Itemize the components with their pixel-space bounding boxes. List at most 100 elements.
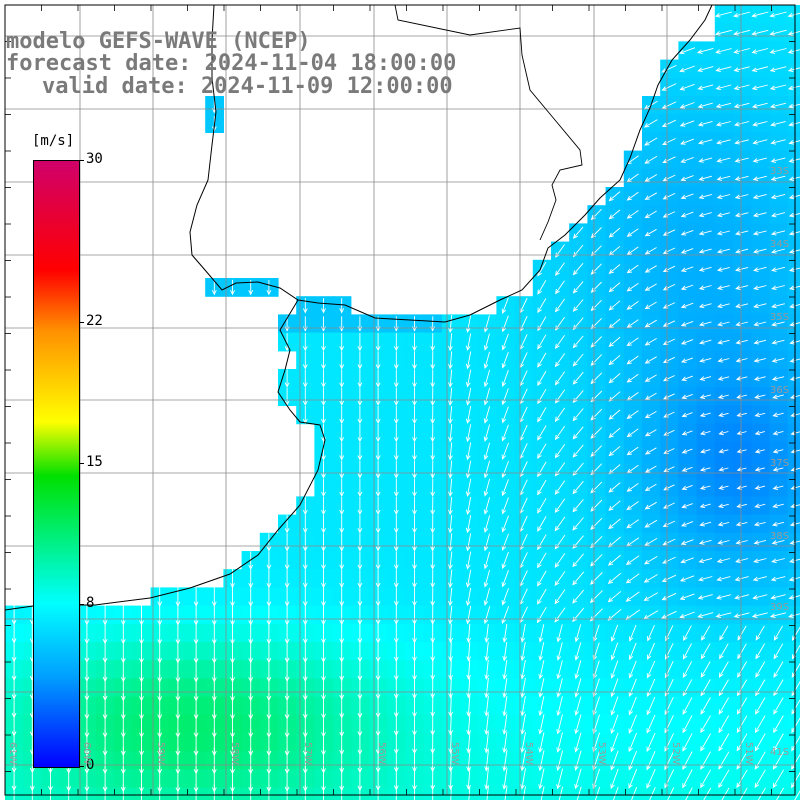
wind-arrow (501, 533, 509, 551)
wind-arrow (716, 285, 730, 290)
wind-arrow (736, 715, 748, 734)
wind-arrow (613, 786, 619, 800)
wind-arrow (681, 430, 693, 436)
wind-arrow (644, 283, 657, 291)
wind-arrow (735, 358, 748, 363)
wind-arrow (412, 569, 417, 589)
wind-arrow (302, 298, 308, 314)
wind-arrow (700, 430, 711, 436)
wind-arrow (554, 371, 566, 386)
wind-arrow (770, 594, 786, 600)
wind-arrow (538, 732, 545, 753)
wind-arrow (789, 358, 800, 363)
wind-arrow (787, 30, 800, 36)
wind-arrow (770, 157, 786, 163)
wind-arrow (572, 499, 584, 513)
wind-arrow (302, 569, 308, 589)
wind-arrow (501, 388, 509, 406)
wind-arrow (696, 47, 714, 54)
wind-arrow (412, 424, 417, 443)
wind-arrow (554, 589, 566, 605)
wind-arrow (682, 661, 693, 679)
wind-arrow (537, 370, 547, 386)
wind-arrow (448, 369, 453, 388)
wind-cell (678, 787, 698, 800)
wind-arrow (646, 660, 656, 679)
wind-arrow (753, 212, 767, 218)
wind-arrow (790, 485, 800, 491)
wind-arrow (791, 753, 800, 770)
wind-arrow (646, 696, 656, 716)
wind-vectors (11, 11, 800, 800)
wind-arrow (643, 592, 659, 601)
wind-arrow (789, 230, 800, 236)
wind-arrow (412, 369, 417, 388)
wind-arrow (649, 787, 656, 800)
wind-arrow (520, 641, 526, 662)
wind-arrow (430, 351, 436, 370)
wind-arrow (751, 612, 768, 618)
wind-arrow (465, 478, 472, 497)
longitude-label: 60W (81, 742, 92, 765)
wind-arrow (502, 659, 508, 680)
wind-arrow (699, 485, 711, 490)
wind-arrow (501, 588, 509, 606)
wind-arrow (646, 642, 656, 661)
wind-arrow (608, 282, 621, 293)
wind-arrow (339, 478, 345, 497)
wind-arrow (681, 448, 693, 454)
wind-arrow (501, 406, 509, 424)
wind-arrow (465, 551, 472, 570)
wind-arrow (698, 175, 713, 181)
wind-arrow (646, 732, 656, 753)
wind-arrow (751, 66, 769, 73)
wind-arrow (754, 376, 766, 381)
wind-arrow (520, 750, 526, 772)
wind-arrow (753, 521, 766, 527)
wind-arrow (321, 533, 326, 552)
wind-arrow (683, 625, 692, 642)
wind-arrow (698, 230, 712, 236)
wind-arrow (608, 354, 621, 366)
wind-arrow (484, 713, 489, 736)
wind-arrow (232, 784, 233, 800)
wind-cell (733, 787, 752, 800)
wind-arrow (359, 785, 361, 800)
wind-arrow (718, 485, 729, 490)
wind-arrow (501, 479, 509, 497)
colorbar-tick (79, 604, 84, 606)
wind-arrow (375, 387, 381, 406)
wind-arrow (626, 191, 639, 201)
wind-arrow (555, 280, 565, 295)
wind-arrow (716, 121, 731, 127)
wind-arrow (554, 298, 565, 313)
wind-arrow (717, 321, 730, 327)
wind-arrow (393, 496, 399, 516)
wind-arrow (430, 424, 436, 443)
wind-arrow (501, 370, 509, 387)
wind-arrow (558, 786, 564, 800)
wind-arrow (589, 572, 603, 585)
wind-arrow (790, 503, 800, 509)
wind-arrow (556, 678, 563, 698)
wind-arrow (769, 66, 787, 73)
wind-arrow (771, 539, 785, 545)
wind-arrow (681, 521, 694, 527)
wind-arrow (739, 787, 748, 800)
wind-arrow (717, 540, 730, 545)
wind-arrow (736, 697, 748, 715)
wind-arrow (483, 369, 491, 388)
wind-arrow (734, 157, 749, 163)
wind-arrow (607, 590, 622, 603)
wind-arrow (644, 411, 657, 419)
wind-arrow (628, 750, 638, 771)
wind-arrow (771, 266, 786, 272)
wind-arrow (321, 569, 326, 589)
wind-arrow (644, 538, 658, 546)
wind-arrow (734, 139, 750, 145)
wind-arrow (357, 369, 363, 388)
wind-arrow (556, 696, 563, 717)
wind-arrow (626, 301, 639, 310)
wind-arrow (339, 405, 345, 425)
